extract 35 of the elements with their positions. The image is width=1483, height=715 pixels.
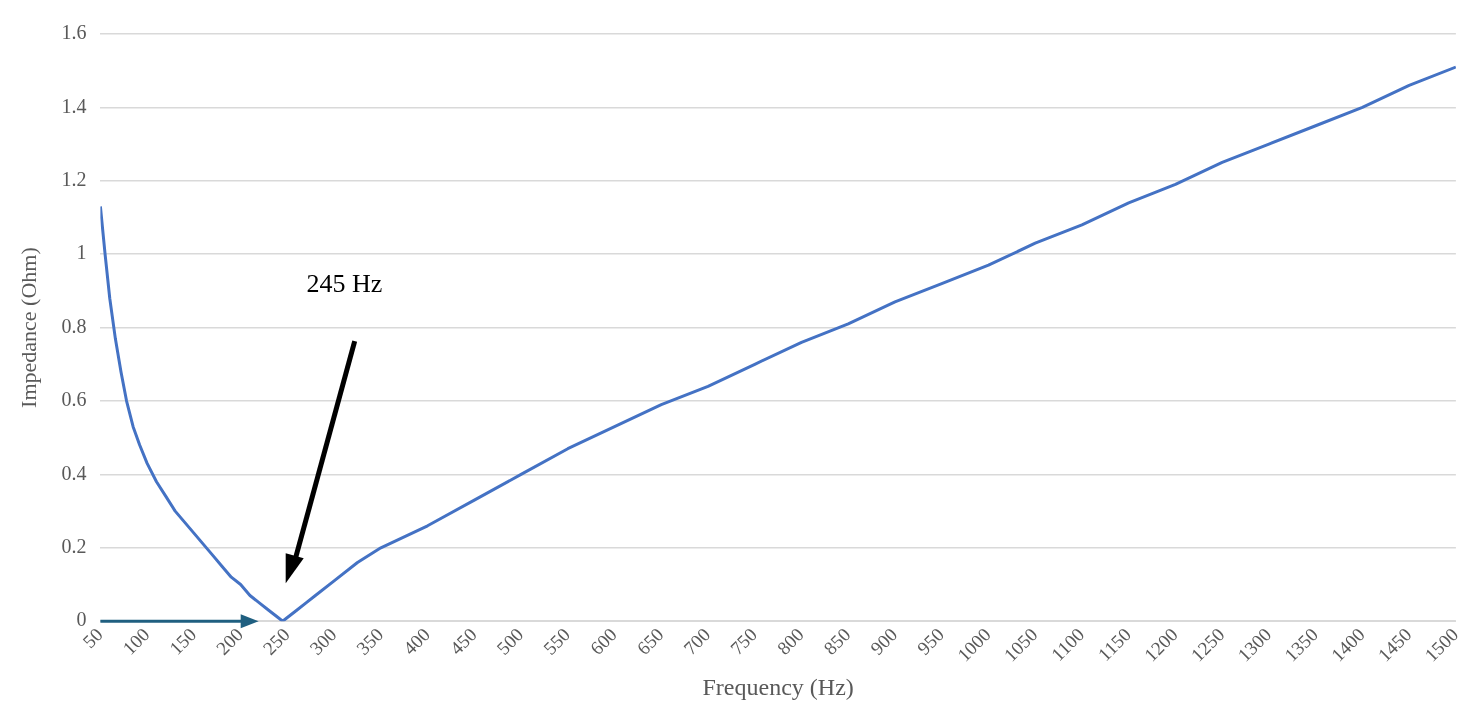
x-axis-title: Frequency (Hz): [702, 673, 854, 700]
x-tick-label: 400: [398, 623, 434, 659]
x-tick-label: 300: [305, 623, 341, 659]
x-tick-label: 200: [211, 623, 247, 659]
x-tick-label: 1050: [999, 623, 1042, 666]
y-tick-label: 1.2: [61, 168, 87, 191]
x-tick-label: 1150: [1093, 623, 1136, 665]
y-tick-label: 0.8: [61, 314, 87, 337]
annotation: 245 Hz: [306, 269, 383, 299]
x-tick-label: 750: [726, 623, 762, 659]
x-tick-label: 500: [492, 623, 528, 659]
y-tick-label: 0.2: [61, 535, 87, 558]
y-tick-label: 0.6: [61, 388, 87, 411]
x-tick-label: 1250: [1186, 623, 1229, 666]
x-tick-label: 150: [165, 623, 201, 659]
y-tick-label: 0: [76, 608, 87, 631]
x-tick-label: 550: [539, 623, 575, 659]
x-tick-label: 850: [819, 623, 855, 659]
y-tick-label: 0.4: [61, 461, 87, 484]
x-tick-label: 100: [118, 623, 154, 659]
x-tick-label: 350: [352, 623, 388, 659]
y-tick-label: 1.6: [61, 21, 87, 44]
x-tick-label: 250: [258, 623, 294, 659]
x-tick-label: 650: [632, 623, 668, 659]
x-tick-label: 450: [445, 623, 481, 659]
x-tick-label: 1100: [1047, 623, 1089, 665]
y-tick-label: 1.4: [61, 94, 87, 117]
x-tick-label: 800: [772, 623, 808, 659]
x-tick-label: 950: [913, 623, 949, 659]
x-tick-label: 1450: [1373, 623, 1416, 666]
x-tick-label: 600: [585, 623, 621, 659]
x-tick-label: 700: [679, 623, 715, 659]
x-tick-label: 900: [866, 623, 902, 659]
y-tick-label: 1: [76, 241, 87, 264]
y-axis-title: Impedance (Ohm): [15, 247, 41, 408]
